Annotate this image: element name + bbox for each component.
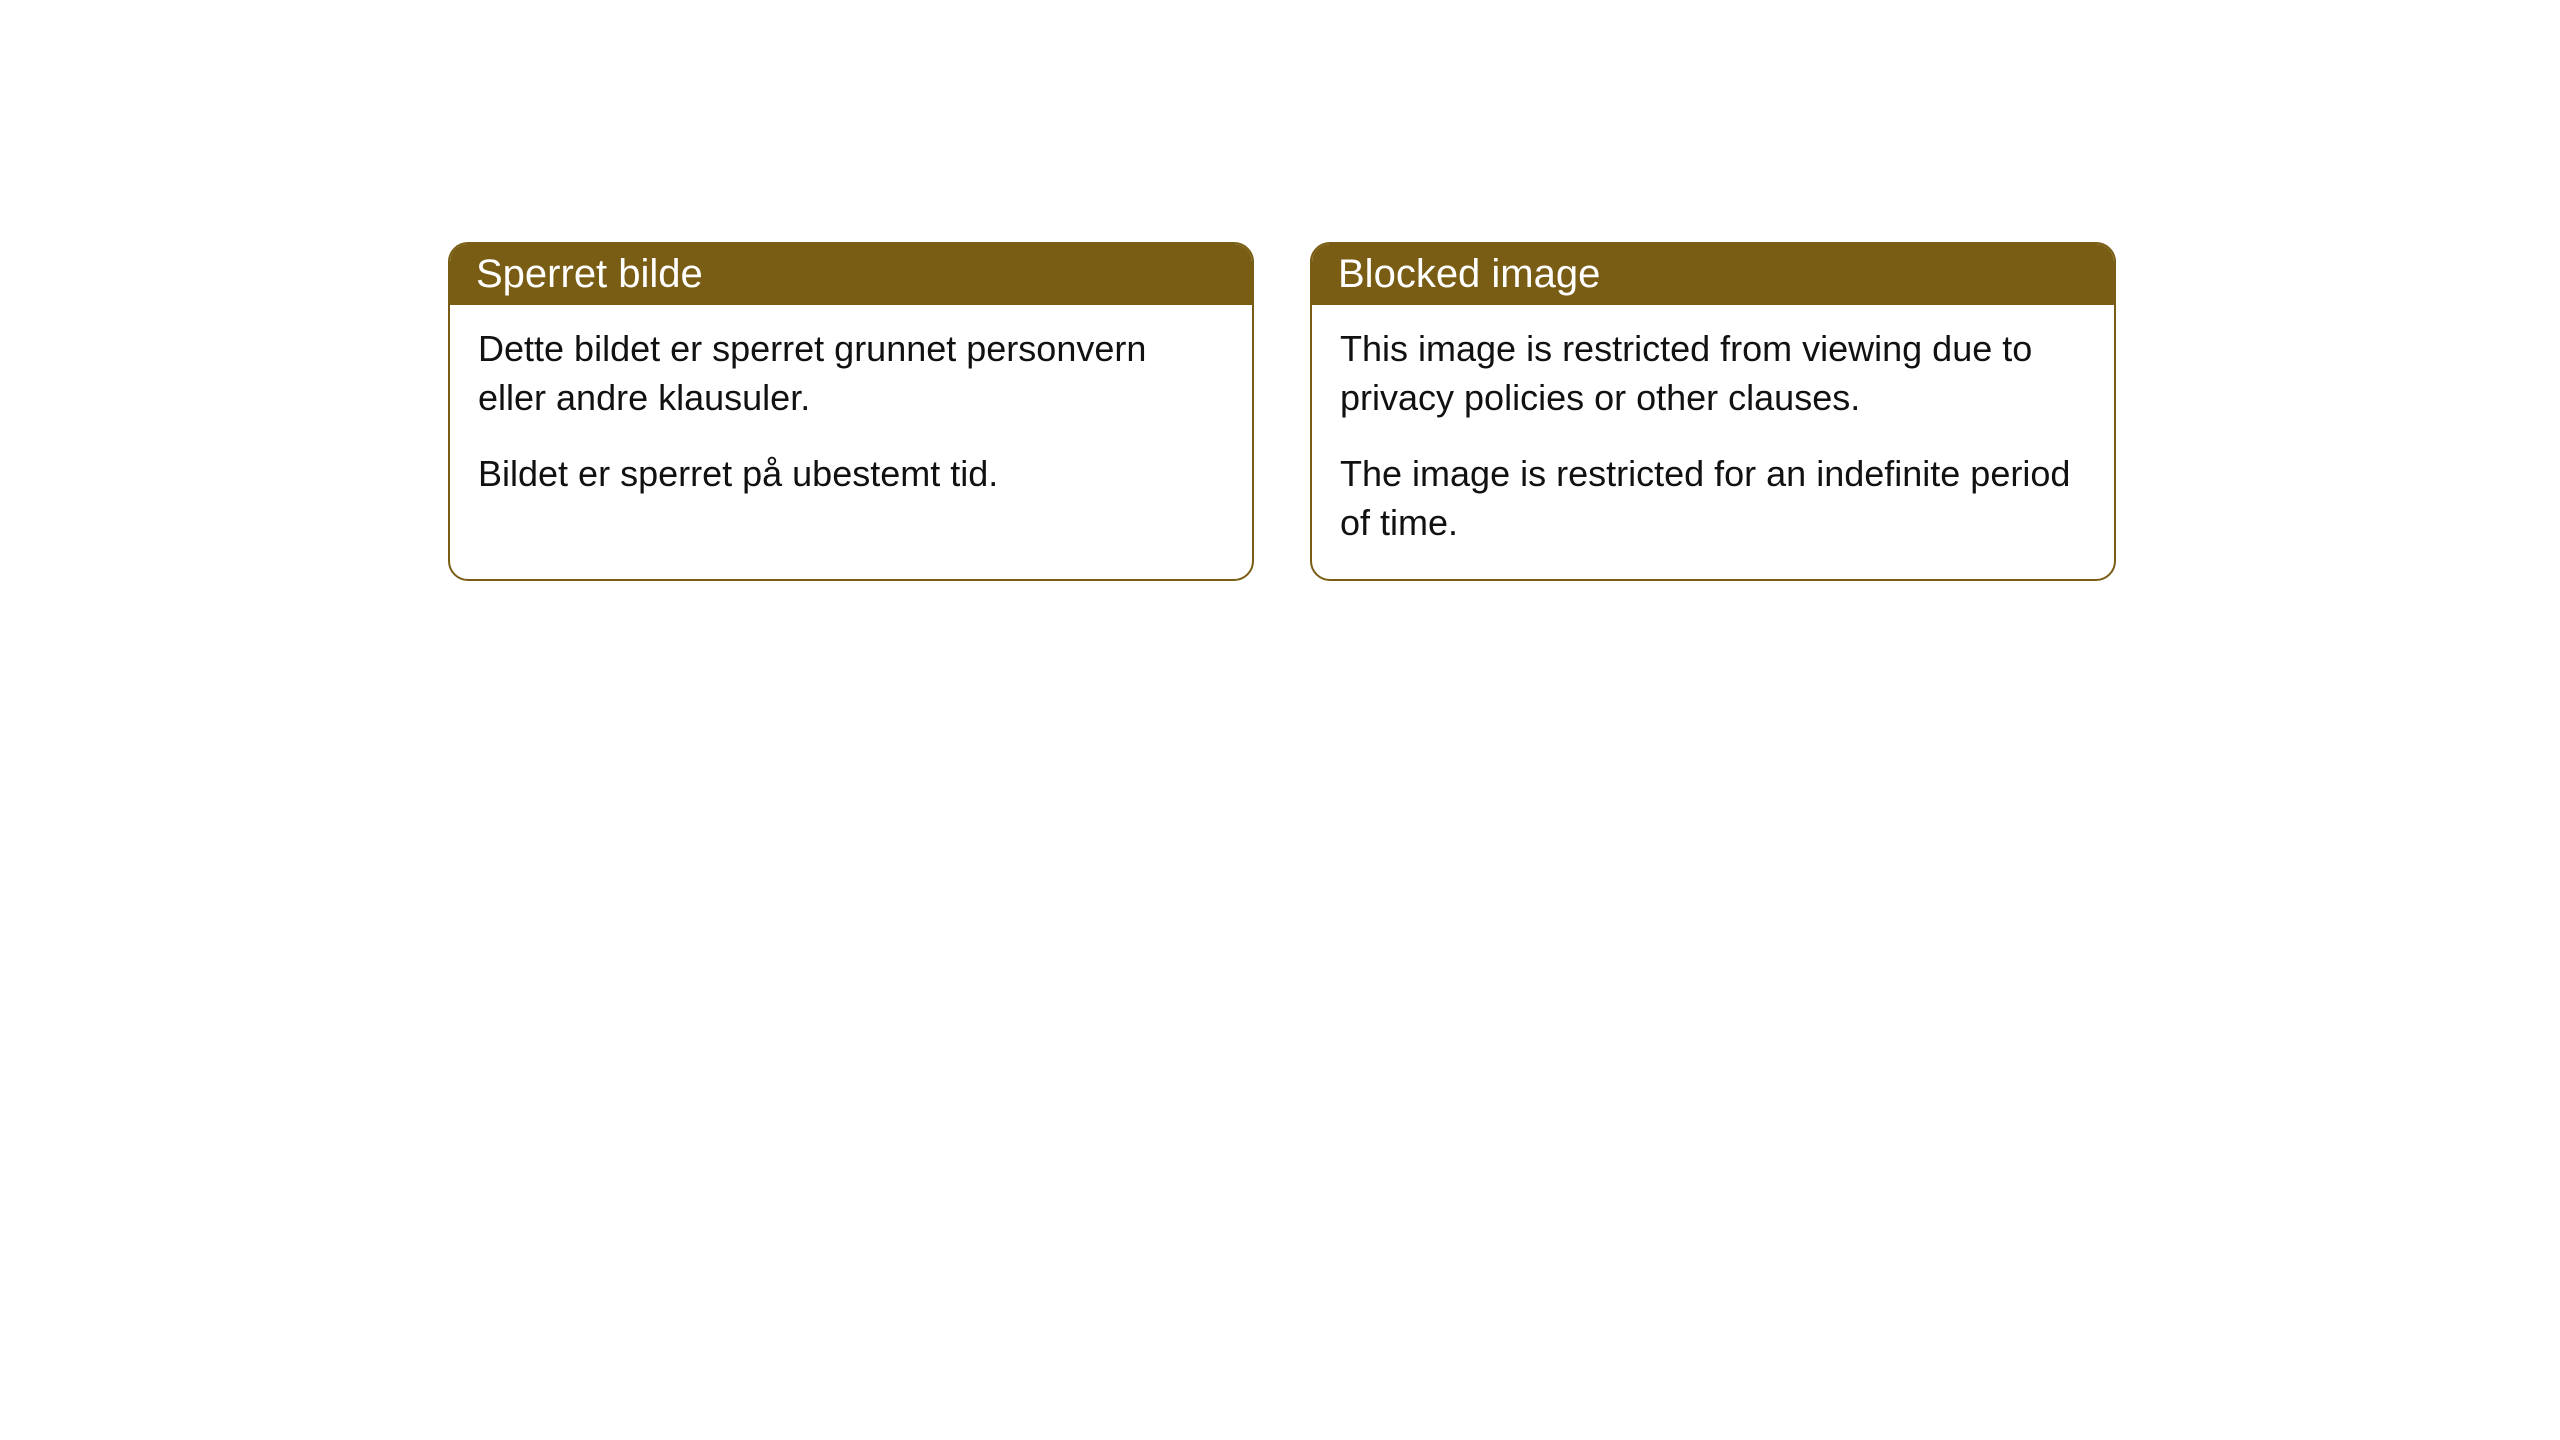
notice-container: Sperret bilde Dette bildet er sperret gr… [448,242,2116,581]
notice-box-english: Blocked image This image is restricted f… [1310,242,2116,581]
notice-paragraph: The image is restricted for an indefinit… [1340,450,2086,547]
notice-paragraph: This image is restricted from viewing du… [1340,325,2086,422]
notice-box-norwegian: Sperret bilde Dette bildet er sperret gr… [448,242,1254,581]
notice-paragraph: Bildet er sperret på ubestemt tid. [478,450,1224,499]
notice-body: Dette bildet er sperret grunnet personve… [450,305,1252,531]
notice-paragraph: Dette bildet er sperret grunnet personve… [478,325,1224,422]
notice-header: Sperret bilde [450,244,1252,305]
notice-header: Blocked image [1312,244,2114,305]
notice-body: This image is restricted from viewing du… [1312,305,2114,579]
